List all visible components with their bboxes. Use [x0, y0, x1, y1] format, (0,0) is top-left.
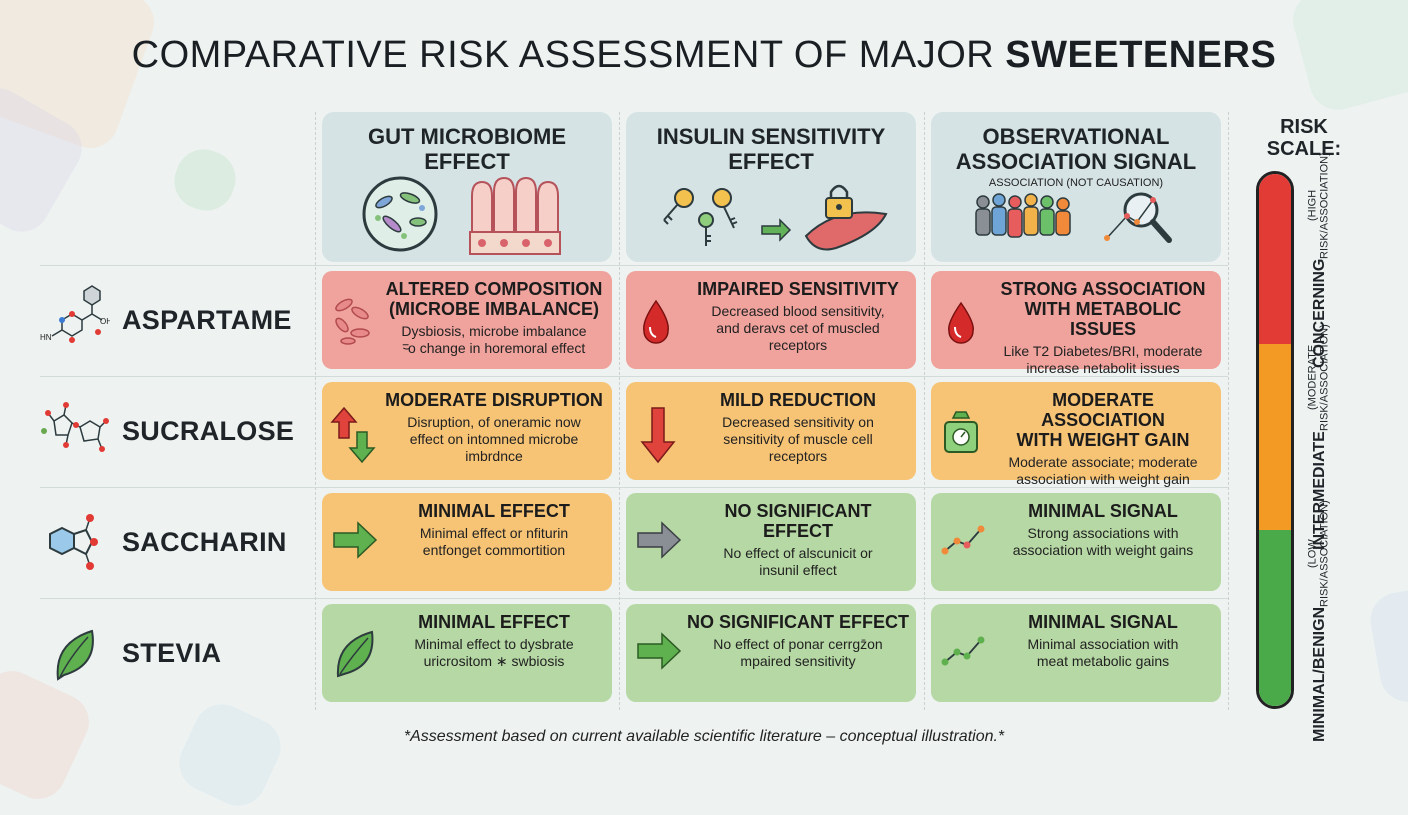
cell-title: STRONG ASSOCIATION WITH METABOLIC ISSUES — [1000, 279, 1206, 339]
microbe-cluster-icon — [335, 298, 370, 345]
row-name: SACCHARIN — [122, 526, 287, 557]
title-text: COMPARATIVE RISK ASSESSMENT OF MAJOR — [131, 34, 1006, 76]
blood-drop-icon — [643, 299, 669, 344]
risk-level-sub: (MODERATE RISK/ASSOCIATION) — [1306, 324, 1331, 431]
cell-title: MINIMAL SIGNAL — [1028, 612, 1178, 632]
risk-level-sub: (HIGH RISK/ASSOCIATION) — [1306, 151, 1331, 259]
cell-title: MODERATE ASSOCIATION WITH WEIGHT GAIN — [1016, 390, 1190, 450]
row-label-sucralose: SUCRALOSE — [40, 381, 310, 481]
background-shape — [170, 695, 290, 815]
title-bold-text: SWEETENERS — [1005, 34, 1277, 76]
row-name: SUCRALOSE — [122, 415, 295, 446]
row-name: STEVIA — [122, 637, 222, 668]
background-shape — [1366, 583, 1408, 707]
cell-saccharin-gut: MINIMAL EFFECT Minimal effect or nfiturin… — [322, 493, 612, 591]
sucralose-molecule-icon — [41, 402, 109, 452]
grid-divider — [1228, 112, 1229, 710]
leaf-icon — [336, 630, 374, 678]
cell-description: Minimal association with meat metabolic … — [1027, 636, 1179, 669]
page-title: COMPARATIVE RISK ASSESSMENT OF MAJOR SWE… — [0, 34, 1408, 77]
cell-stevia-insulin: NO SIGNIFICANT EFFECT No effect of ponar … — [626, 604, 916, 702]
cell-title: IMPAIRED SENSITIVITY — [697, 279, 899, 299]
risk-level-sub: (LOW RISK/ASSOCIATION) — [1306, 500, 1331, 607]
cell-title: ALTERED COMPOSITION (MICROBE IMBALANCE) — [385, 279, 603, 319]
row-label-saccharin: SACCHARIN — [40, 492, 310, 592]
grid-divider — [315, 112, 316, 710]
cell-description: Decreased sensitivity on sensitivity of … — [722, 414, 874, 464]
cell-sucralose-insulin: MILD REDUCTION Decreased sensitivity on s… — [626, 382, 916, 480]
risk-level-label-concerning: CONCERNING (HIGH RISK/ASSOCIATION) — [1300, 152, 1340, 368]
grid-divider — [40, 598, 1228, 599]
cell-description: Disruption, of oneramic now effect on in… — [407, 414, 581, 464]
risk-scale-segment-intermediate — [1259, 344, 1291, 530]
microbiome-illustration-icon — [362, 176, 561, 255]
cell-title: NO SIGNIFICANT EFFECT — [724, 501, 872, 541]
cell-sucralose-association: MODERATE ASSOCIATION WITH WEIGHT GAIN Mod… — [931, 382, 1221, 487]
column-subheading: ASSOCIATION (NOT CAUSATION) — [988, 177, 1164, 189]
cell-aspartame-association: STRONG ASSOCIATION WITH METABOLIC ISSUES… — [931, 271, 1221, 376]
risk-scale-segment-concerning — [1259, 174, 1291, 344]
column-heading: OBSERVATIONAL ASSOCIATION SIGNAL — [955, 124, 1197, 174]
risk-level-name: MINIMAL/BENIGN — [1311, 606, 1328, 742]
cell-description: Minimal effect or nfiturin entfonget com… — [419, 525, 569, 558]
column-header-observational-association: OBSERVATIONAL ASSOCIATION SIGNAL ASSOCIA… — [931, 112, 1221, 262]
cell-aspartame-insulin: IMPAIRED SENSITIVITY Decreased blood sens… — [626, 271, 916, 369]
svg-text:HN: HN — [40, 333, 52, 342]
column-header-gut-microbiome: GUT MICROBIOME EFFECT — [322, 112, 612, 262]
background-shape — [166, 141, 244, 219]
risk-scale-bar — [1256, 171, 1294, 709]
right-arrow-green-icon — [637, 632, 682, 670]
svg-text:OH: OH — [100, 317, 110, 326]
cell-title: MINIMAL SIGNAL — [1028, 501, 1178, 521]
keys-and-lock-illustration-icon — [663, 184, 888, 251]
cell-description: No effect of ponar cerrgz̄on mpaired sen… — [713, 636, 883, 669]
risk-scale-title: RISK SCALE: — [1266, 116, 1342, 160]
down-arrow-icon — [640, 407, 676, 464]
column-header-insulin-sensitivity: INSULIN SENSITIVITY EFFECT — [626, 112, 916, 262]
row-label-stevia: STEVIA — [40, 603, 310, 703]
grid-divider — [619, 112, 620, 710]
weight-scale-icon — [944, 411, 978, 453]
row-label-aspartame: OH HN ASPARTAME — [40, 270, 310, 370]
cell-title: MINIMAL EFFECT — [418, 612, 570, 632]
grid-divider — [924, 112, 925, 710]
trend-line-icon — [941, 636, 985, 666]
cell-description: Moderate associate; moderate association… — [1008, 454, 1198, 487]
cell-sucralose-gut: MODERATE DISRUPTION Disruption, of oneram… — [322, 382, 612, 480]
cell-description: Like T2 Diabetes/BRI, moderate increase … — [1003, 343, 1203, 376]
aspartame-molecule-icon: OH HN — [40, 285, 110, 343]
cell-description: Dysbiosis, microbe imbalance र्‍o change… — [401, 323, 587, 356]
cell-title: NO SIGNIFICANT EFFECT — [687, 612, 909, 632]
cell-title: MILD REDUCTION — [720, 390, 876, 410]
population-magnifier-illustration-icon — [975, 192, 1172, 243]
row-name: ASPARTAME — [122, 304, 292, 335]
saccharin-molecule-icon — [49, 514, 98, 570]
up-down-arrows-icon — [330, 406, 376, 464]
column-heading: GUT MICROBIOME EFFECT — [368, 124, 566, 174]
risk-scale-segment-minimal — [1259, 530, 1291, 706]
footnote: *Assessment based on current available s… — [403, 728, 1005, 745]
risk-level-label-minimal: MINIMAL/BENIGN (LOW RISK/ASSOCIATION) — [1300, 500, 1340, 742]
grid-divider — [40, 376, 1228, 377]
column-heading: INSULIN SENSITIVITY EFFECT — [656, 124, 886, 174]
cell-description: Strong associations with association wit… — [1012, 525, 1194, 558]
cell-stevia-gut: MINIMAL EFFECT Minimal effect to dysbrate… — [322, 604, 612, 702]
cell-title: MINIMAL EFFECT — [418, 501, 570, 521]
cell-saccharin-association: MINIMAL SIGNAL Strong associations with a… — [931, 493, 1221, 591]
trend-line-icon — [941, 525, 985, 555]
cell-saccharin-insulin: NO SIGNIFICANT EFFECT No effect of alscun… — [626, 493, 916, 591]
cell-description: Minimal effect to dysbrate uricrositom ∗… — [414, 636, 574, 669]
cell-title: MODERATE DISRUPTION — [385, 390, 603, 410]
cell-stevia-association: MINIMAL SIGNAL Minimal association with m… — [931, 604, 1221, 702]
right-arrow-green-icon — [333, 521, 378, 559]
blood-drop-icon — [948, 301, 974, 344]
cell-aspartame-gut: ALTERED COMPOSITION (MICROBE IMBALANCE) D… — [322, 271, 612, 369]
grid-divider — [40, 487, 1228, 488]
grid-divider — [40, 265, 1228, 266]
right-arrow-gray-icon — [637, 521, 682, 559]
cell-description: Decreased blood sensitivity, and deravs … — [711, 303, 885, 353]
stevia-leaf-icon — [56, 629, 94, 681]
cell-description: No effect of alscunicit or insunil effec… — [723, 545, 873, 578]
